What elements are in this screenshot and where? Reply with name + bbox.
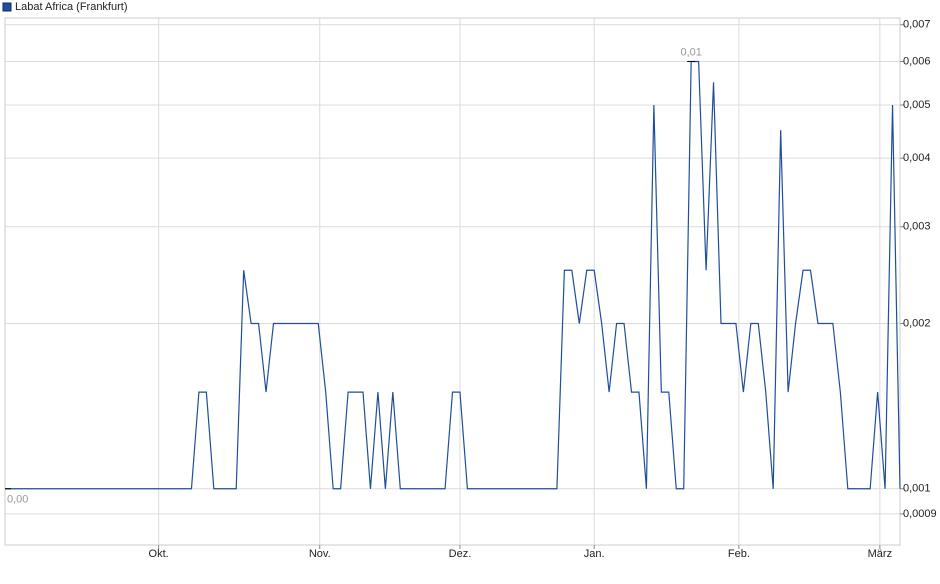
x-tick-label: Nov. <box>309 548 331 560</box>
price-line <box>5 60 901 490</box>
y-tick-label: 0,002 <box>903 317 931 329</box>
y-tick-label: 0,001 <box>903 483 931 495</box>
legend-swatch <box>2 2 12 12</box>
y-tick-label: 0,0009 <box>903 508 937 520</box>
min-label: 0,00 <box>7 494 28 506</box>
x-tick-label: Jan. <box>584 548 605 560</box>
y-tick-label: 0,006 <box>903 55 931 67</box>
x-tick-label: Feb. <box>728 548 750 560</box>
legend-label: Labat Africa (Frankfurt) <box>15 1 128 13</box>
y-tick-label: 0,003 <box>903 221 931 233</box>
y-tick-label: 0,004 <box>903 152 931 164</box>
y-tick-label: 0,005 <box>903 99 931 111</box>
x-tick-label: März <box>868 548 892 560</box>
plot-frame <box>4 17 901 546</box>
max-label: 0,01 <box>680 46 701 58</box>
y-tick-label: 0,007 <box>903 19 931 31</box>
x-tick-label: Dez. <box>449 548 472 560</box>
x-tick-label: Okt. <box>149 548 169 560</box>
